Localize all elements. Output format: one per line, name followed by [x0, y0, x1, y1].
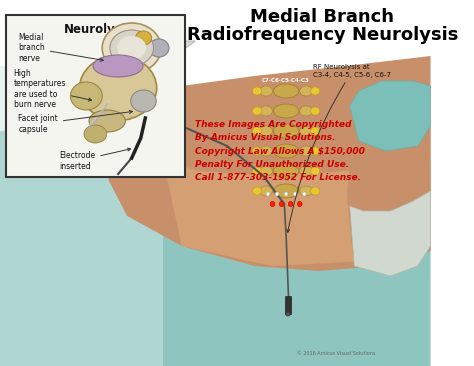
Text: C7·C6·C5·C4·C3: C7·C6·C5·C4·C3 [262, 78, 310, 83]
Ellipse shape [310, 107, 320, 115]
Ellipse shape [260, 186, 273, 196]
Ellipse shape [84, 125, 107, 143]
Bar [285, 296, 291, 314]
Text: © 2016 Amicus Visual Solutions: © 2016 Amicus Visual Solutions [297, 351, 375, 356]
Ellipse shape [273, 84, 299, 98]
Ellipse shape [93, 55, 143, 77]
Ellipse shape [300, 146, 312, 156]
Polygon shape [347, 106, 430, 276]
Ellipse shape [260, 126, 273, 136]
Bar [77, 99, 84, 107]
Polygon shape [0, 66, 164, 366]
Text: Neurolysis: Neurolysis [64, 23, 133, 36]
Bar [109, 111, 160, 131]
Bar [88, 113, 95, 121]
FancyBboxPatch shape [6, 15, 185, 177]
Ellipse shape [149, 39, 169, 57]
Ellipse shape [310, 147, 320, 155]
Polygon shape [100, 56, 430, 271]
Bar [77, 113, 84, 121]
Ellipse shape [279, 202, 284, 206]
Text: Electrode
inserted: Electrode inserted [59, 148, 131, 171]
Polygon shape [350, 191, 430, 276]
Polygon shape [68, 61, 168, 171]
Ellipse shape [117, 36, 146, 60]
Ellipse shape [275, 192, 279, 196]
Ellipse shape [300, 86, 312, 96]
Text: These Images Are Copyrighted
By Amicus Visual Solutions.
Copyright Law Allows A : These Images Are Copyrighted By Amicus V… [195, 120, 365, 182]
Ellipse shape [284, 192, 288, 196]
Ellipse shape [273, 144, 299, 158]
Ellipse shape [310, 187, 320, 195]
Polygon shape [350, 81, 430, 151]
Bar [88, 99, 95, 107]
Text: Medial
branch
nerve: Medial branch nerve [18, 33, 103, 63]
Text: Facet joint
capsule: Facet joint capsule [18, 111, 132, 134]
Ellipse shape [310, 167, 320, 175]
Polygon shape [68, 41, 95, 171]
Ellipse shape [253, 127, 262, 135]
Ellipse shape [131, 90, 156, 112]
Ellipse shape [253, 107, 262, 115]
Ellipse shape [293, 192, 297, 196]
Ellipse shape [302, 192, 306, 196]
Ellipse shape [253, 167, 262, 175]
Text: High
temperatures
are used to
burn nerve: High temperatures are used to burn nerve [14, 69, 91, 109]
Ellipse shape [266, 192, 270, 196]
Ellipse shape [300, 126, 312, 136]
Text: RF Neurolysis at
C3-4, C4-5, C5-6, C6-7: RF Neurolysis at C3-4, C4-5, C5-6, C6-7 [287, 64, 392, 232]
Ellipse shape [286, 312, 290, 316]
Ellipse shape [82, 136, 99, 152]
Ellipse shape [298, 202, 302, 206]
Ellipse shape [260, 106, 273, 116]
Ellipse shape [273, 124, 299, 138]
Ellipse shape [253, 87, 262, 95]
Polygon shape [164, 161, 430, 266]
Ellipse shape [110, 30, 154, 66]
Ellipse shape [300, 186, 312, 196]
Ellipse shape [310, 127, 320, 135]
Ellipse shape [273, 104, 299, 118]
Ellipse shape [86, 139, 95, 149]
Ellipse shape [260, 146, 273, 156]
Text: Radiofrequency Neurolysis: Radiofrequency Neurolysis [187, 26, 458, 44]
Ellipse shape [253, 147, 262, 155]
Ellipse shape [136, 31, 152, 45]
Polygon shape [68, 41, 195, 61]
Ellipse shape [300, 166, 312, 176]
Ellipse shape [71, 82, 102, 110]
Ellipse shape [288, 202, 293, 206]
Ellipse shape [273, 184, 299, 198]
Ellipse shape [89, 110, 125, 132]
Bar [109, 100, 160, 108]
Ellipse shape [310, 87, 320, 95]
Ellipse shape [102, 23, 161, 73]
FancyBboxPatch shape [106, 90, 163, 157]
Ellipse shape [260, 86, 273, 96]
Ellipse shape [270, 202, 275, 206]
Ellipse shape [273, 164, 299, 178]
Ellipse shape [80, 56, 157, 120]
Ellipse shape [260, 166, 273, 176]
Polygon shape [0, 126, 430, 366]
Ellipse shape [253, 187, 262, 195]
Text: Medial Branch: Medial Branch [250, 8, 394, 26]
Ellipse shape [300, 106, 312, 116]
